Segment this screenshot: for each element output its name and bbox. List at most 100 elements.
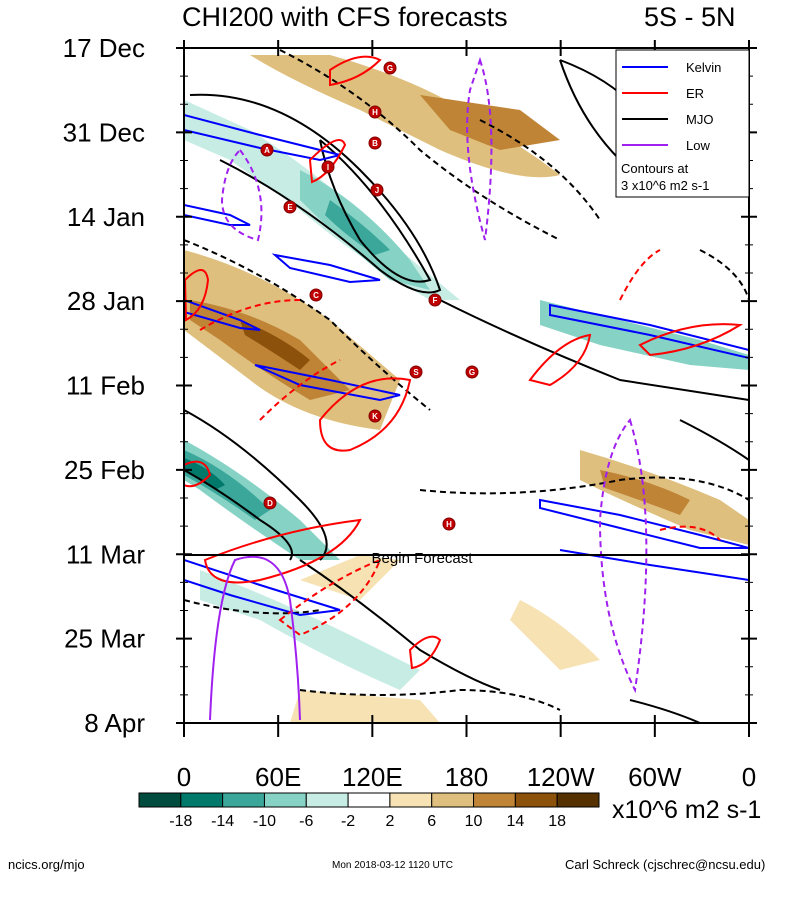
region-label: 5S - 5N: [644, 2, 736, 32]
legend-box: [615, 49, 750, 198]
er-contour-neg-3: [619, 249, 661, 301]
low-contour-4: [209, 555, 301, 721]
mjo-contour-2: [319, 139, 432, 283]
cyclone-marker-label: K: [372, 412, 378, 421]
x-tick-label: 180: [445, 762, 488, 792]
mjo-contour-5: [184, 409, 328, 561]
kelvin-contour-1: [184, 113, 341, 162]
mjo-contour-neg-4: [419, 476, 749, 501]
y-tick-label: 31 Dec: [63, 117, 145, 147]
er-contour-4: [318, 377, 412, 452]
cyclone-marker: B: [368, 136, 382, 150]
cyclone-marker-label: D: [267, 499, 273, 508]
kelvin-contour-7: [539, 498, 749, 549]
er-contour-neg-2: [259, 359, 341, 421]
cyclone-marker-label: A: [264, 146, 270, 155]
cyclone-marker: K: [368, 409, 382, 423]
x-tick-label: 120E: [342, 762, 403, 792]
cyclone-marker: H: [368, 105, 382, 119]
colorbar-swatch: [347, 792, 391, 808]
y-tick-label: 14 Jan: [67, 202, 145, 232]
cyclone-marker-label: G: [387, 64, 393, 73]
y-tick-label: 11 Feb: [66, 371, 145, 401]
cyclone-marker: F: [428, 293, 442, 307]
x-tick-label: 60W: [628, 762, 682, 792]
positive-patch-bottom: [290, 690, 440, 723]
low-contour-3: [598, 417, 648, 694]
er-contour-8: [203, 518, 362, 584]
chart-title: CHI200 with CFS forecasts: [182, 2, 508, 32]
colorbar-swatch: [180, 792, 224, 808]
colorbar-swatch: [305, 792, 349, 808]
cyclone-marker: D: [263, 496, 277, 510]
colorbar-label: 18: [548, 813, 566, 830]
kelvin-contour-4: [184, 298, 261, 331]
y-tick-label: 17 Dec: [63, 33, 145, 63]
er-contour-5: [528, 333, 592, 387]
mjo-contour-neg-7: [299, 688, 561, 711]
footer-timestamp: Mon 2018-03-12 1120 UTC: [332, 860, 453, 871]
positive-core-east: [600, 470, 690, 515]
kelvin-contour-6: [549, 303, 749, 360]
negative-core-feb2: [184, 458, 225, 490]
colorbar-label: -6: [299, 813, 313, 830]
kelvin-contour-2: [184, 203, 251, 226]
cyclone-marker: S: [409, 365, 423, 379]
legend-note-line2: 3 x10^6 m2 s-1: [621, 178, 709, 193]
colorbar-swatch: [222, 792, 265, 808]
cyclone-marker: I: [321, 160, 335, 174]
colorbar-label: -10: [253, 813, 276, 830]
x-tick-label: 0: [742, 762, 756, 792]
colorbar-label: -18: [169, 813, 192, 830]
cyclone-marker: C: [309, 288, 323, 302]
x-tick-label: 0: [177, 762, 191, 792]
forecast-label: Begin Forecast: [372, 550, 474, 567]
cyclone-marker-label: H: [372, 108, 378, 117]
mjo-contour-neg-2: [479, 119, 601, 221]
colorbar-label: 10: [465, 813, 483, 830]
y-tick-label: 8 Apr: [84, 708, 145, 738]
cyclone-marker: G: [383, 61, 397, 75]
cyclone-marker-label: J: [375, 186, 379, 195]
legend-label: ER: [686, 86, 704, 101]
y-tick-label: 25 Feb: [64, 455, 145, 485]
cyclone-marker: H: [442, 517, 456, 531]
er-contour-neg-5: [659, 525, 721, 541]
cyclone-marker-label: H: [446, 520, 452, 529]
er-contour-7: [184, 460, 212, 488]
y-tick-label: 11 Mar: [66, 539, 145, 569]
cyclone-marker-label: B: [372, 139, 378, 148]
y-axis: 17 Dec 31 Dec 14 Jan 28 Jan 11 Feb 25 Feb 11 M…: [63, 33, 757, 738]
positive-patch-forecast: [300, 555, 400, 600]
colorbar-swatch: [431, 792, 475, 808]
colorbar-swatch: [389, 792, 433, 808]
er-contour-2: [308, 139, 347, 184]
colorbar-label: 2: [385, 813, 394, 830]
colorbar-label: 14: [506, 813, 524, 830]
mjo-contour-9: [629, 699, 701, 723]
x-axis: 0 60E 120E 180 120W 60W 0: [177, 40, 756, 792]
cyclone-marker-label: F: [433, 296, 438, 305]
negative-band-forecast: [200, 570, 420, 690]
footer-author: Carl Schreck (cjschrec@ncsu.edu): [565, 857, 766, 872]
mjo-contour-neg-1: [279, 49, 561, 241]
chi200-field: [184, 55, 749, 723]
cyclone-marker: G: [465, 365, 479, 379]
x-tick-label: 120W: [527, 762, 595, 792]
colorbar-label: -14: [211, 813, 234, 830]
cyclone-marker-label: C: [313, 291, 319, 300]
cyclone-marker: J: [370, 183, 384, 197]
cyclone-marker-label: G: [469, 368, 475, 377]
er-contour-9: [408, 635, 442, 670]
contours: [184, 49, 749, 723]
colorbar-swatch: [556, 792, 600, 808]
positive-patch-forecast2: [510, 600, 600, 670]
kelvin-contour-5: [254, 364, 401, 402]
colorbar-label: -2: [341, 813, 355, 830]
x-tick-label: 60E: [255, 762, 301, 792]
mjo-contour-8: [679, 419, 749, 461]
colorbar-swatch: [138, 792, 182, 808]
legend-label: Kelvin: [686, 60, 721, 75]
cyclone-marker-label: E: [287, 203, 293, 212]
er-contour-3: [184, 269, 210, 322]
